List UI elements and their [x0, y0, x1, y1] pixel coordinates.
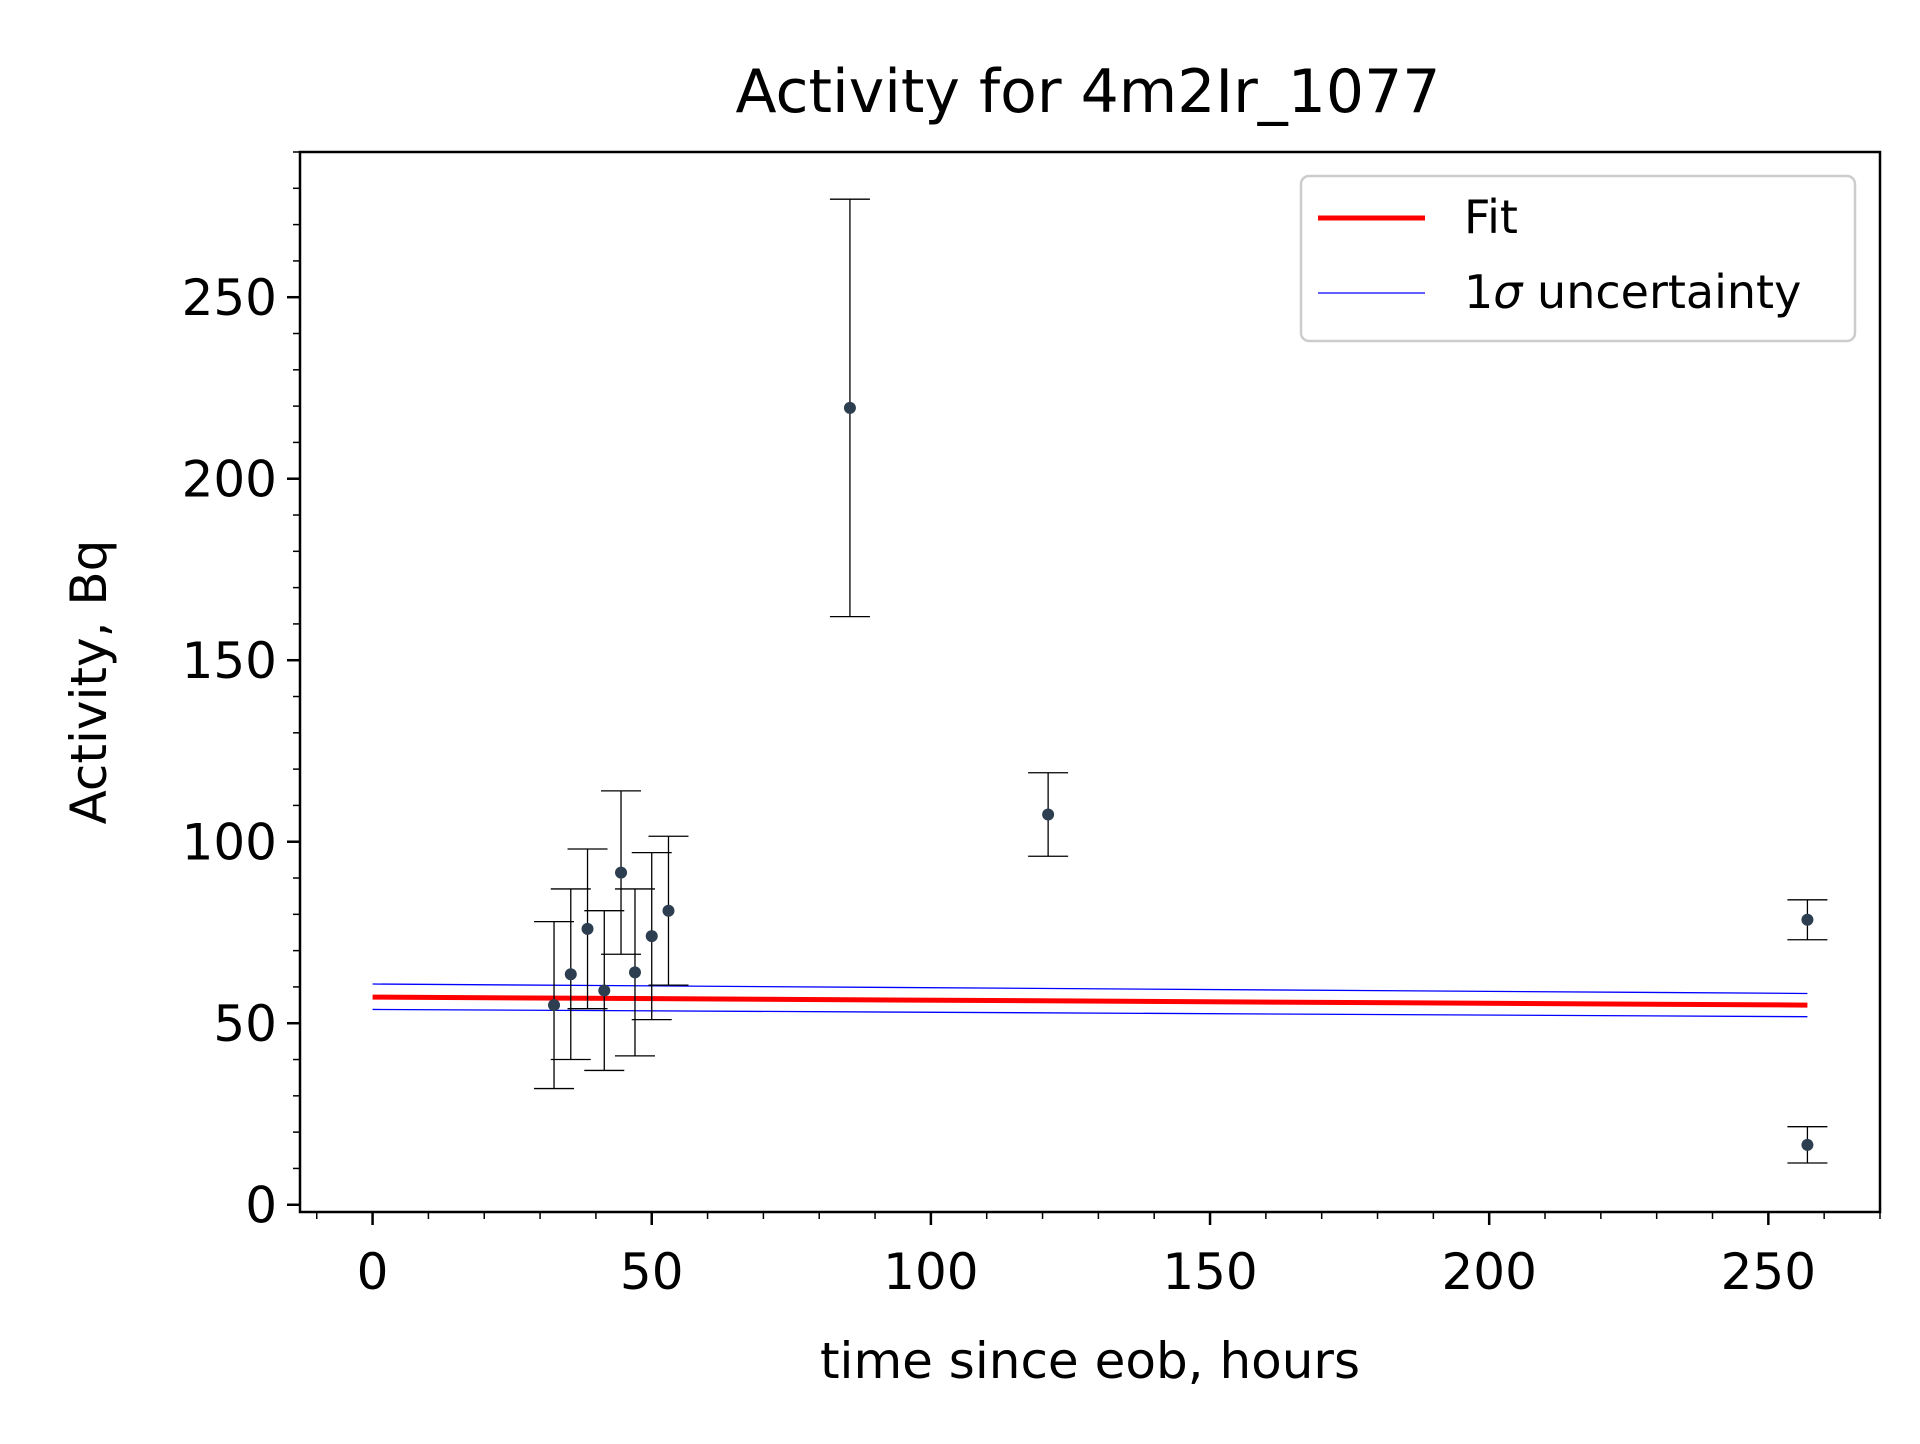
data-point	[615, 866, 628, 879]
data-point	[1801, 1138, 1814, 1151]
y-axis-label: Activity, Bq	[60, 540, 118, 825]
data-point-group	[567, 848, 608, 1010]
legend: Fit 1σ uncertainty	[1299, 174, 1857, 343]
y-axis: 0 50 100 150 200 250	[182, 151, 300, 1235]
x-axis-label: time since eob, hours	[820, 1332, 1360, 1390]
fit-line	[372, 994, 1808, 1008]
data-point-group	[1787, 899, 1828, 941]
data-point	[1801, 913, 1814, 926]
data-point-group	[1028, 772, 1069, 857]
data-point-group	[631, 851, 672, 1021]
data-point-group	[550, 888, 591, 1061]
data-point	[581, 922, 594, 935]
y-tick-label: 150	[182, 632, 277, 690]
data-point	[548, 999, 561, 1012]
data-point-group	[584, 910, 625, 1072]
data-point-group	[1787, 1126, 1828, 1164]
y-tick-label: 0	[245, 1177, 277, 1235]
legend-sigma-symbol: σ	[1493, 265, 1524, 319]
data-point-group	[829, 198, 870, 618]
x-tick-label: 0	[357, 1243, 389, 1301]
y-tick-label: 250	[182, 269, 277, 327]
data-point	[628, 966, 641, 979]
data-point	[645, 930, 658, 943]
chart-title: Activity for 4m2Ir_1077	[736, 57, 1441, 127]
y-tick-label: 100	[182, 814, 277, 872]
plot-area	[372, 198, 1828, 1164]
x-axis: 0 50 100 150 200 250	[315, 1212, 1881, 1301]
x-tick-label: 250	[1721, 1243, 1816, 1301]
data-point	[1042, 808, 1055, 821]
data-point-group	[614, 888, 655, 1057]
data-point	[662, 904, 675, 917]
data-point	[598, 984, 611, 997]
uncertainty-lower-line	[372, 1008, 1808, 1018]
uncertainty-upper-line	[372, 983, 1808, 995]
data-point-group	[534, 920, 575, 1090]
data-point-group	[601, 790, 642, 955]
x-tick-label: 200	[1441, 1243, 1536, 1301]
data-point	[843, 401, 856, 414]
legend-uncertainty-label: 1σ uncertainty	[1464, 265, 1801, 319]
legend-fit-label: Fit	[1464, 190, 1518, 244]
x-tick-label: 150	[1162, 1243, 1257, 1301]
x-tick-label: 50	[620, 1243, 684, 1301]
legend-uncertainty-suffix: uncertainty	[1522, 265, 1801, 319]
y-tick-label: 50	[213, 995, 277, 1053]
y-tick-label: 200	[182, 451, 277, 509]
x-tick-label: 100	[883, 1243, 978, 1301]
plot-frame	[298, 150, 1882, 1214]
legend-uncertainty-prefix: 1	[1464, 265, 1493, 319]
data-point-group	[648, 835, 689, 986]
legend-box	[1299, 174, 1857, 343]
data-point	[564, 968, 577, 981]
